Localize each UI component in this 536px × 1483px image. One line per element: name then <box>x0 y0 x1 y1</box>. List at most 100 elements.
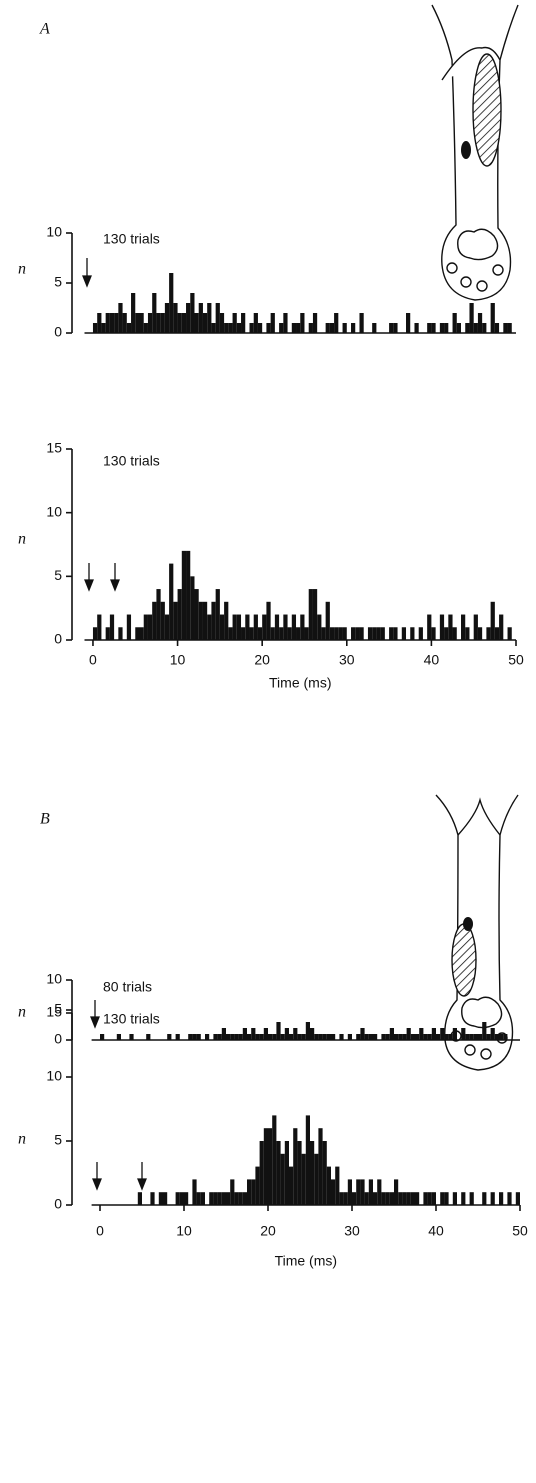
histogram-bar <box>304 627 309 640</box>
histogram-bar <box>146 1034 151 1040</box>
histogram-bar <box>259 1034 264 1040</box>
histogram-bar <box>389 1192 394 1205</box>
histogram-bar <box>478 1034 483 1040</box>
histogram-bar <box>230 1179 235 1205</box>
histogram-bar <box>289 1034 294 1040</box>
histogram-bar <box>160 313 165 333</box>
histogram-bar <box>221 1192 226 1205</box>
histogram-bar <box>188 1034 193 1040</box>
histogram-bar <box>503 323 508 333</box>
histogram-bar <box>279 627 284 640</box>
histogram-bar <box>490 601 495 640</box>
histogram-bar <box>109 313 115 333</box>
histogram-bar <box>321 627 326 640</box>
x-axis-label: Time (ms) <box>269 675 331 691</box>
histogram-bar <box>297 1141 302 1205</box>
histogram-bar <box>310 1141 315 1205</box>
histogram-bar <box>410 627 415 640</box>
histogram-bar <box>364 1034 369 1040</box>
histogram-bar <box>164 303 170 333</box>
histogram-bar <box>402 1034 407 1040</box>
histogram-bar <box>406 1192 411 1205</box>
histogram-bar <box>272 1034 277 1040</box>
histogram-bar <box>477 313 483 333</box>
histogram-bar <box>314 1153 319 1205</box>
histogram-bar <box>241 313 246 333</box>
histogram-bar <box>456 323 462 333</box>
histogram-bar <box>314 1034 319 1040</box>
histogram-bar <box>439 323 445 333</box>
x-tick-label: 50 <box>508 652 524 668</box>
histogram-bar <box>242 1192 247 1205</box>
histogram-bar <box>359 627 364 640</box>
histogram-bar <box>100 1034 105 1040</box>
histogram-bar <box>177 313 182 333</box>
histogram-bar <box>232 313 237 333</box>
histogram-bar <box>190 293 195 333</box>
histogram-bar <box>308 323 313 333</box>
histogram-bar <box>452 313 457 333</box>
histogram-bar <box>351 627 356 640</box>
histogram-bar <box>284 1141 289 1205</box>
histogram-bar <box>494 627 500 640</box>
histogram-bar <box>376 627 381 640</box>
histogram-bar <box>373 1034 378 1040</box>
histogram-bar <box>131 293 136 333</box>
histogram-bar <box>268 1128 273 1205</box>
histogram-bar <box>215 589 220 640</box>
histogram-bar <box>175 1034 180 1040</box>
histogram-bar <box>219 614 225 640</box>
histogram-bar <box>305 1022 310 1040</box>
histogram-bar <box>477 627 483 640</box>
histogram-bar <box>179 1192 184 1205</box>
histogram-bar <box>158 1192 163 1205</box>
histogram-bar <box>356 1034 361 1040</box>
histogram-bar <box>143 614 148 640</box>
histogram-bar <box>160 601 165 640</box>
histogram-bar <box>473 1034 478 1040</box>
histogram-bar <box>198 303 203 333</box>
panel-label: B <box>40 811 50 828</box>
histogram-bar <box>156 313 161 333</box>
histogram-bar <box>503 1034 508 1040</box>
histogram-bar <box>499 614 504 640</box>
histogram-bar <box>238 1034 243 1040</box>
histogram-bar <box>490 303 495 333</box>
histogram-bar <box>359 313 364 333</box>
histogram-bar <box>329 627 335 640</box>
x-tick-label: 20 <box>254 652 270 668</box>
histogram-bar <box>247 1034 252 1040</box>
histogram-bar <box>312 589 318 640</box>
histogram-bar <box>452 627 457 640</box>
histogram-bar <box>507 627 512 640</box>
histogram-bar <box>217 1192 222 1205</box>
histogram-bar <box>347 1034 352 1040</box>
histogram-bar <box>147 313 153 333</box>
stimulus-arrows <box>82 258 147 1191</box>
histogram-bar <box>202 601 208 640</box>
trials-annotation: 80 trials <box>103 979 152 995</box>
histogram-bar <box>135 627 140 640</box>
histogram-bar <box>351 323 356 333</box>
histogram-bar <box>329 323 335 333</box>
histogram-bar <box>317 614 322 640</box>
histogram-bar <box>253 313 258 333</box>
histogram-bar <box>427 1034 432 1040</box>
histogram-bar <box>322 1141 327 1205</box>
histogram-bar <box>259 1141 264 1205</box>
histogram-bar <box>452 1028 457 1040</box>
histogram-bar <box>241 627 246 640</box>
histogram-bar <box>499 1034 504 1040</box>
histogram-bar <box>482 1022 487 1040</box>
histogram-bar <box>293 1128 298 1205</box>
histogram-bar <box>393 627 398 640</box>
histogram-bar <box>402 1192 407 1205</box>
paw-drawing-a <box>431 4 519 301</box>
panel-label: A <box>39 21 50 38</box>
histogram-bar <box>393 323 398 333</box>
histogram-bar <box>200 1192 205 1205</box>
histogram-bar <box>334 627 339 640</box>
histogram-bar <box>215 303 220 333</box>
histogram-bar <box>190 576 195 640</box>
